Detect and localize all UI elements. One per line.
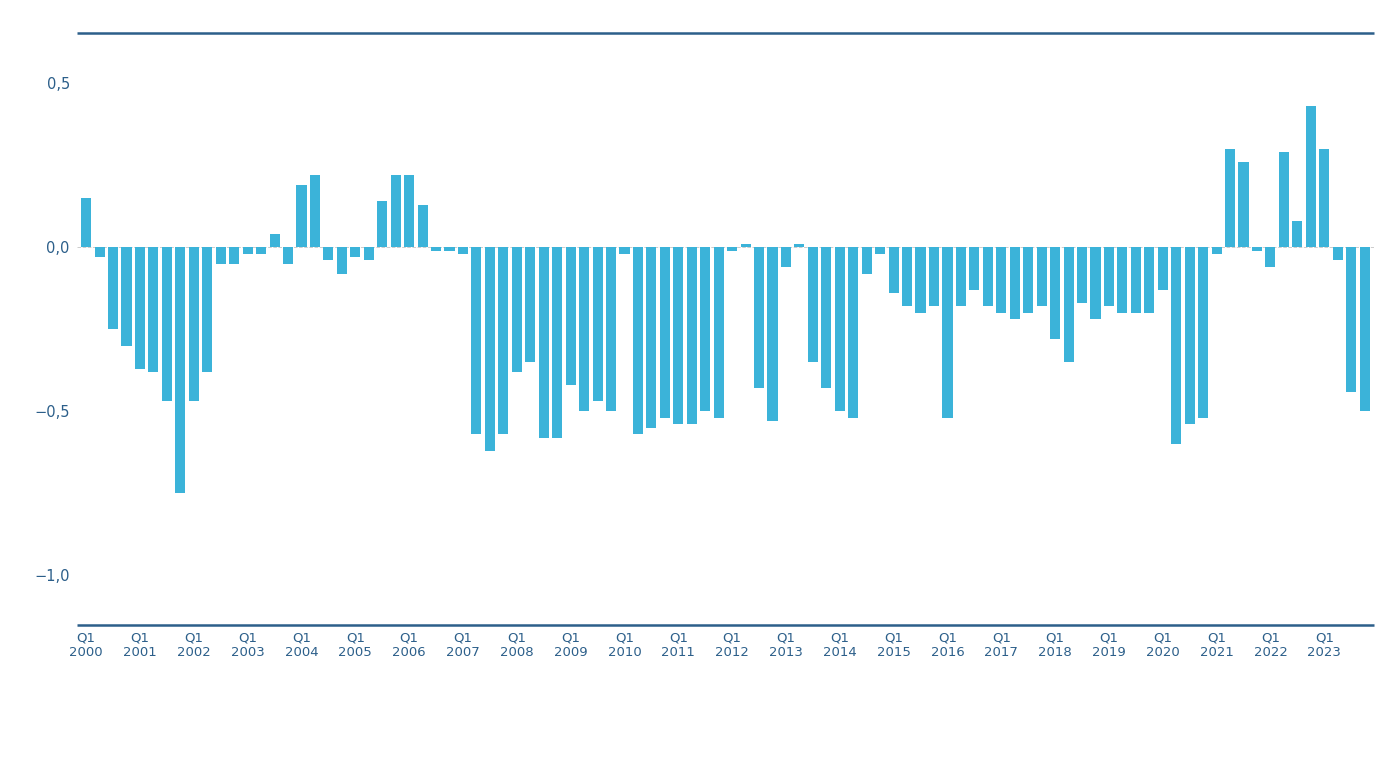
Bar xyxy=(512,248,522,372)
Bar xyxy=(929,248,939,307)
Bar xyxy=(81,198,91,248)
Bar xyxy=(445,248,455,251)
Bar xyxy=(472,248,481,435)
Bar xyxy=(1332,248,1343,260)
Bar xyxy=(216,248,226,263)
Bar xyxy=(714,248,724,418)
Bar xyxy=(1265,248,1275,267)
Bar xyxy=(95,248,105,257)
Bar xyxy=(107,248,119,329)
Bar xyxy=(1103,248,1115,307)
Bar xyxy=(889,248,898,293)
Bar xyxy=(1346,248,1356,391)
Bar xyxy=(283,248,293,263)
Bar xyxy=(538,248,548,438)
Bar xyxy=(565,248,576,385)
Bar xyxy=(903,248,912,307)
Bar xyxy=(686,248,696,425)
Bar xyxy=(1077,248,1087,303)
Bar xyxy=(1292,221,1303,248)
Bar xyxy=(1010,248,1020,319)
Bar xyxy=(1239,162,1249,248)
Bar xyxy=(1036,248,1046,307)
Bar xyxy=(794,244,805,248)
Bar xyxy=(674,248,684,425)
Bar xyxy=(755,248,764,388)
Bar xyxy=(391,175,400,248)
Bar xyxy=(1063,248,1074,362)
Bar xyxy=(364,248,374,260)
Bar xyxy=(377,201,388,248)
Bar xyxy=(498,248,508,435)
Bar xyxy=(633,248,643,435)
Bar xyxy=(1144,248,1155,313)
Bar xyxy=(822,248,831,388)
Bar xyxy=(996,248,1006,313)
Bar xyxy=(862,248,872,273)
Bar xyxy=(727,248,737,251)
Bar xyxy=(1091,248,1101,319)
Bar xyxy=(1023,248,1034,313)
Bar xyxy=(336,248,347,273)
Bar xyxy=(781,248,791,267)
Bar xyxy=(741,244,751,248)
Bar xyxy=(188,248,199,401)
Bar xyxy=(552,248,562,438)
Bar xyxy=(324,248,333,260)
Bar xyxy=(135,248,145,369)
Bar xyxy=(1320,149,1329,248)
Bar xyxy=(943,248,953,418)
Bar xyxy=(808,248,817,362)
Bar xyxy=(593,248,603,401)
Bar xyxy=(405,175,414,248)
Bar xyxy=(1158,248,1168,290)
Bar xyxy=(269,234,279,248)
Bar xyxy=(310,175,319,248)
Bar xyxy=(1131,248,1141,313)
Bar xyxy=(848,248,858,418)
Bar xyxy=(605,248,617,411)
Bar xyxy=(875,248,886,254)
Bar xyxy=(202,248,212,372)
Bar xyxy=(1251,248,1262,251)
Bar xyxy=(485,248,495,450)
Bar xyxy=(1117,248,1127,313)
Bar xyxy=(1050,248,1060,339)
Bar xyxy=(619,248,629,254)
Bar xyxy=(257,248,266,254)
Bar xyxy=(834,248,845,411)
Bar xyxy=(148,248,159,372)
Bar xyxy=(458,248,467,254)
Bar xyxy=(1306,106,1315,248)
Bar xyxy=(700,248,710,411)
Bar xyxy=(1184,248,1194,425)
Bar xyxy=(229,248,239,263)
Bar xyxy=(1225,149,1235,248)
Bar xyxy=(525,248,536,362)
Bar xyxy=(162,248,172,401)
Bar xyxy=(579,248,589,411)
Bar xyxy=(970,248,979,290)
Bar xyxy=(646,248,657,428)
Bar xyxy=(243,248,252,254)
Bar xyxy=(1212,248,1222,254)
Bar xyxy=(1198,248,1208,418)
Bar xyxy=(350,248,360,257)
Bar xyxy=(176,248,186,494)
Bar xyxy=(1360,248,1370,411)
Bar xyxy=(431,248,441,251)
Bar xyxy=(767,248,777,421)
Bar xyxy=(983,248,993,307)
Bar xyxy=(121,248,131,346)
Bar xyxy=(660,248,670,418)
Bar xyxy=(956,248,965,307)
Bar xyxy=(915,248,926,313)
Bar xyxy=(417,204,428,248)
Bar xyxy=(1172,248,1182,444)
Bar xyxy=(1279,152,1289,248)
Bar xyxy=(296,185,307,248)
